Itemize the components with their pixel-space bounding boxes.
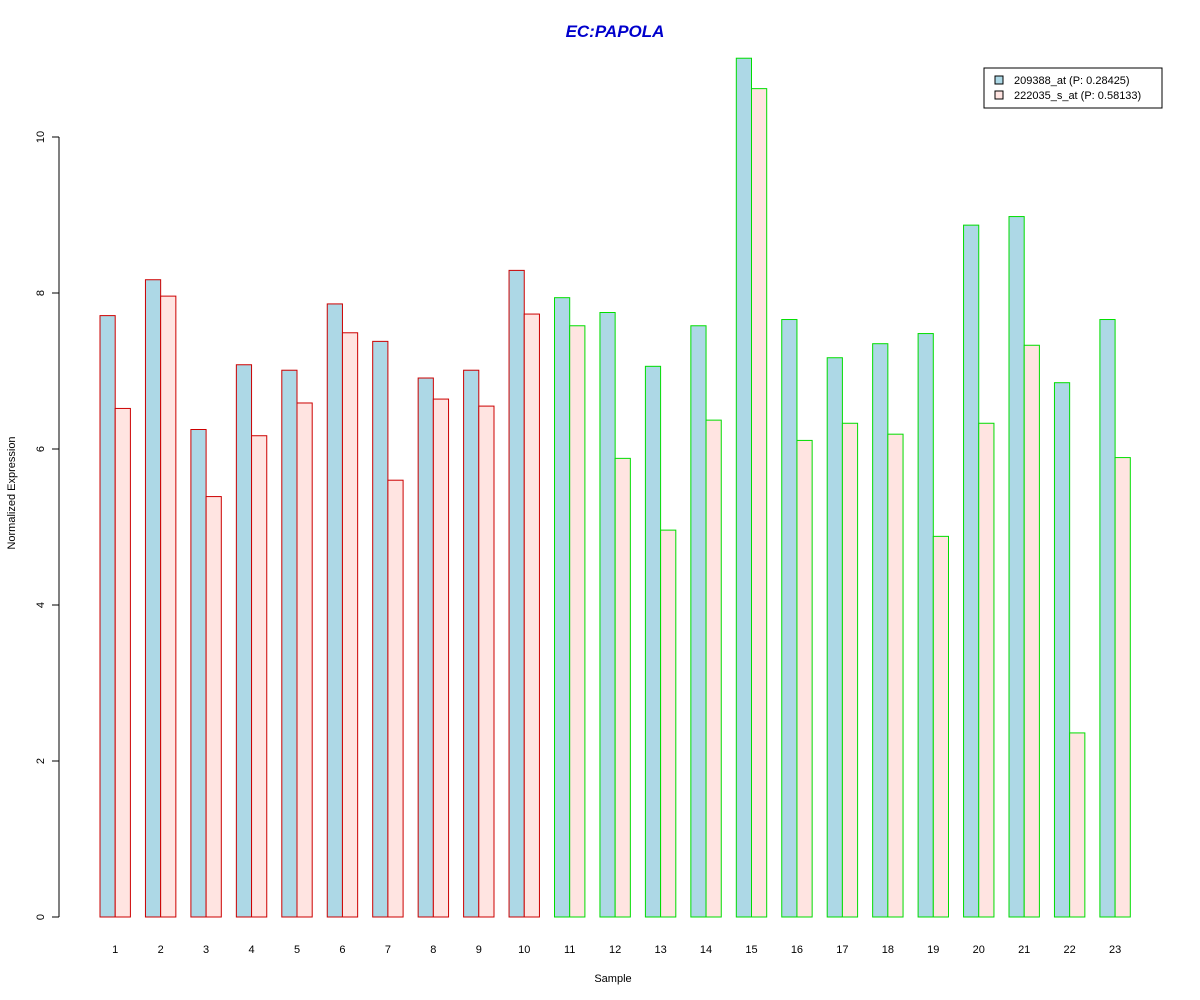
bar-series-2-sample-1: [114, 407, 131, 918]
x-tick-label: 3: [203, 944, 209, 956]
legend-swatch: [994, 90, 1004, 100]
bar-series-1-sample-8: [417, 377, 434, 918]
bar-series-1-sample-22: [1053, 382, 1071, 918]
bar-series-1-sample-19: [917, 333, 934, 918]
bar-series-1-sample-11: [554, 297, 571, 918]
legend-box: [983, 67, 1163, 109]
y-tick-label: 6: [35, 446, 47, 452]
x-tick-label: 19: [927, 944, 939, 956]
bar-series-1-sample-3: [190, 429, 207, 918]
x-tick-label: 12: [609, 944, 621, 956]
legend: 209388_at (P: 0.28425) 222035_s_at (P: 0.…: [983, 67, 1163, 109]
x-tick-label: 16: [791, 944, 803, 956]
bar-series-1-sample-16: [781, 319, 798, 918]
x-tick-label: 7: [385, 944, 391, 956]
legend-label: 222035_s_at (P: 0.58133): [1014, 90, 1141, 102]
bar-series-1-sample-20: [963, 224, 980, 918]
bar-series-2-sample-10: [523, 313, 540, 918]
legend-swatch: [994, 75, 1004, 85]
bar-series-2-sample-21: [1023, 344, 1040, 918]
y-tick-label: 0: [35, 914, 47, 920]
bar-series-1-sample-17: [826, 357, 843, 918]
bar-series-2-sample-14: [705, 419, 722, 918]
bar-series-2-sample-6: [341, 332, 359, 918]
bar-series-2-sample-5: [296, 402, 313, 918]
bar-series-2-sample-19: [932, 535, 949, 918]
x-tick-label: 9: [476, 944, 482, 956]
bar-series-1-sample-1: [99, 315, 116, 918]
bar-series-2-sample-18: [887, 433, 904, 918]
bar-series-1-sample-9: [463, 369, 480, 918]
chart-title: EC:PAPOLA: [566, 22, 665, 41]
bar-series-1-sample-10: [508, 269, 525, 918]
bar-series-2-sample-3: [205, 496, 222, 918]
bar-series-1-sample-21: [1008, 216, 1025, 918]
x-tick-label: 14: [700, 944, 712, 956]
x-tick-label: 23: [1109, 944, 1121, 956]
x-tick-label: 1: [112, 944, 118, 956]
bar-series-2-sample-7: [387, 479, 404, 918]
legend-label: 209388_at (P: 0.28425): [1014, 75, 1130, 87]
x-axis: 1 2 3 4 5 6 7 8 9 10 11 12 13 14 15 16 17 18 19 20 21 22 23: [112, 944, 1121, 956]
bar-series-2-sample-15: [751, 88, 768, 918]
bar-series-2-sample-17: [841, 422, 859, 918]
x-tick-label: 17: [836, 944, 848, 956]
x-tick-label: 6: [339, 944, 345, 956]
x-tick-label: 8: [430, 944, 436, 956]
bar-series-2-sample-9: [478, 405, 495, 918]
bar-series-1-sample-5: [281, 369, 298, 918]
y-tick-label: 8: [35, 290, 47, 296]
bar-series-1-sample-2: [144, 279, 162, 918]
bar-series-1-sample-14: [690, 325, 707, 918]
bar-series-2-sample-2: [160, 295, 177, 918]
x-tick-label: 22: [1064, 944, 1076, 956]
bar-series-1-sample-13: [644, 365, 662, 918]
x-axis-label: Sample: [594, 973, 631, 985]
bar-series-1-sample-18: [872, 343, 889, 918]
bar-series-1-sample-12: [599, 312, 616, 918]
x-tick-label: 21: [1018, 944, 1030, 956]
x-tick-label: 10: [518, 944, 530, 956]
x-tick-label: 2: [158, 944, 164, 956]
x-tick-label: 4: [248, 944, 254, 956]
y-tick-label: 4: [35, 602, 47, 608]
bar-series-2-sample-23: [1114, 457, 1131, 918]
bar-series-2-sample-13: [660, 529, 677, 918]
x-tick-label: 11: [564, 944, 575, 956]
x-tick-label: 20: [973, 944, 985, 956]
bar-series-2-sample-4: [251, 435, 268, 918]
bar-series-2-sample-22: [1069, 732, 1086, 918]
x-tick-label: 18: [882, 944, 894, 956]
bar-series-1-sample-7: [372, 340, 389, 918]
bars-group: [99, 57, 1131, 918]
bar-series-2-sample-12: [614, 457, 631, 918]
bar-series-2-sample-8: [432, 398, 450, 918]
y-tick-label: 2: [35, 758, 47, 764]
bar-series-1-sample-4: [235, 364, 253, 918]
y-axis-label: Normalized Expression: [6, 436, 18, 549]
y-axis: 0 2 4 6 8 10: [35, 131, 60, 920]
x-tick-label: 5: [294, 944, 300, 956]
bar-series-1-sample-15: [735, 57, 752, 918]
x-tick-label: 15: [745, 944, 757, 956]
x-tick-label: 13: [654, 944, 666, 956]
bar-series-2-sample-16: [796, 439, 813, 918]
bar-series-2-sample-11: [569, 325, 586, 918]
bar-series-2-sample-20: [978, 422, 995, 918]
y-tick-label: 10: [35, 131, 47, 143]
bar-series-1-sample-6: [326, 303, 343, 918]
bar-series-1-sample-23: [1099, 319, 1116, 918]
